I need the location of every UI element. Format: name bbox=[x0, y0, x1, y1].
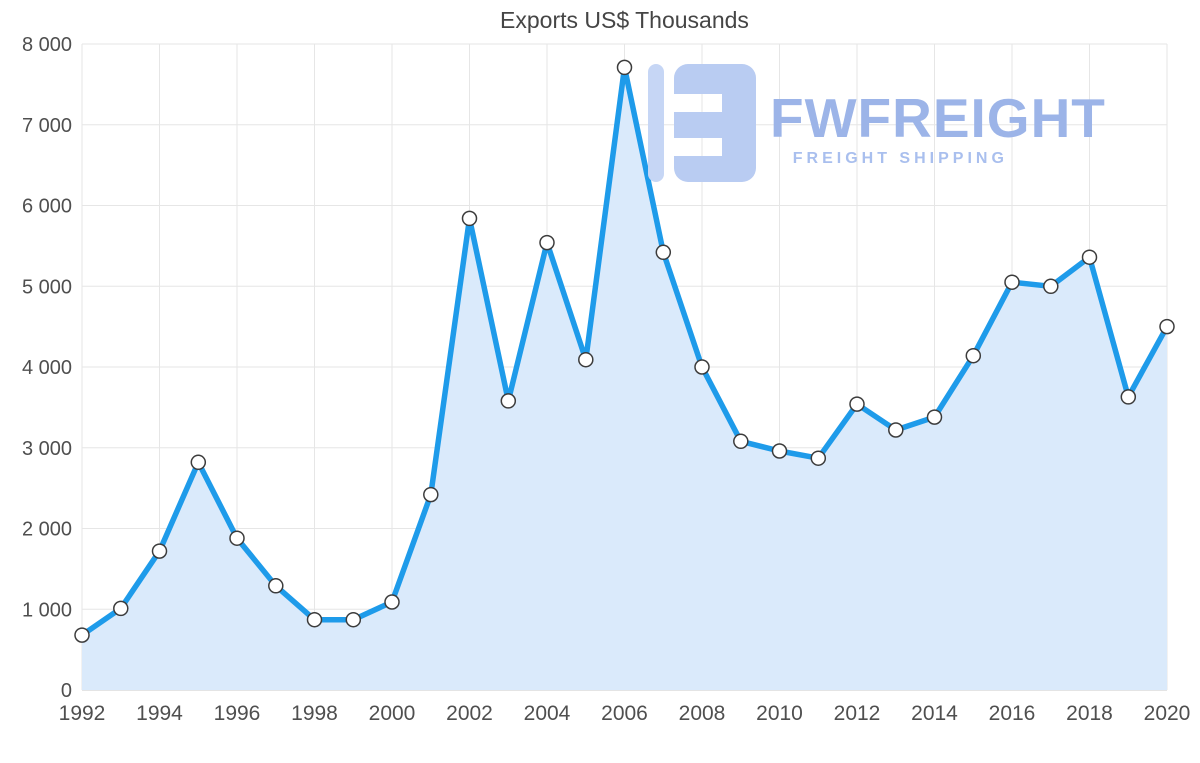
x-axis-label: 1996 bbox=[214, 702, 261, 725]
y-axis-label: 8 000 bbox=[22, 34, 72, 56]
data-point[interactable] bbox=[655, 244, 672, 261]
chart-title: Exports US$ Thousands bbox=[500, 7, 749, 33]
data-point[interactable] bbox=[849, 396, 865, 412]
data-point[interactable] bbox=[461, 210, 478, 227]
x-axis-label: 2004 bbox=[524, 702, 571, 725]
data-point[interactable] bbox=[423, 486, 439, 503]
data-point[interactable] bbox=[113, 600, 129, 617]
x-axis-label: 2016 bbox=[989, 702, 1036, 725]
data-point[interactable] bbox=[926, 409, 943, 425]
data-point[interactable] bbox=[1120, 389, 1137, 405]
x-axis-label: 1992 bbox=[59, 702, 106, 725]
data-point[interactable] bbox=[965, 347, 982, 364]
y-axis-label: 3 000 bbox=[22, 438, 72, 460]
data-point[interactable] bbox=[306, 611, 323, 628]
x-axis-label: 2020 bbox=[1144, 702, 1191, 725]
x-axis-label: 2018 bbox=[1066, 702, 1113, 725]
x-axis-label: 1998 bbox=[291, 702, 338, 725]
y-axis-label: 6 000 bbox=[22, 196, 72, 218]
x-axis-label: 2002 bbox=[446, 702, 493, 725]
x-axis-label: 1994 bbox=[136, 702, 183, 725]
series-area bbox=[82, 67, 1167, 690]
data-point[interactable] bbox=[74, 627, 90, 643]
y-axis-label: 5 000 bbox=[22, 276, 72, 298]
data-point[interactable] bbox=[1159, 318, 1175, 335]
data-point[interactable] bbox=[1004, 274, 1020, 290]
data-point[interactable] bbox=[384, 594, 400, 610]
data-point[interactable] bbox=[190, 454, 207, 471]
x-axis-label: 2000 bbox=[369, 702, 416, 725]
data-point[interactable] bbox=[578, 351, 594, 368]
y-axis-label: 1 000 bbox=[22, 599, 72, 621]
x-axis-label: 2010 bbox=[756, 702, 803, 725]
y-axis-label: 0 bbox=[61, 680, 72, 702]
y-axis-label: 7 000 bbox=[22, 115, 72, 137]
x-axis-label: 2014 bbox=[911, 702, 958, 725]
data-point[interactable] bbox=[229, 530, 245, 546]
x-axis-label: 2008 bbox=[679, 702, 726, 725]
data-point[interactable] bbox=[888, 422, 904, 438]
data-point[interactable] bbox=[500, 393, 517, 409]
data-point[interactable] bbox=[694, 359, 710, 375]
data-point[interactable] bbox=[733, 433, 749, 450]
data-point[interactable] bbox=[268, 578, 284, 594]
data-point[interactable] bbox=[151, 543, 168, 559]
data-point[interactable] bbox=[1081, 249, 1098, 265]
y-axis-label: 4 000 bbox=[22, 357, 72, 379]
data-point[interactable] bbox=[616, 59, 633, 76]
x-axis-label: 2012 bbox=[834, 702, 881, 725]
data-point[interactable] bbox=[771, 443, 788, 459]
y-axis-label: 2 000 bbox=[22, 519, 72, 541]
data-point[interactable] bbox=[1043, 278, 1059, 295]
x-axis-label: 2006 bbox=[601, 702, 648, 725]
data-point[interactable] bbox=[810, 450, 827, 466]
data-point[interactable] bbox=[345, 611, 362, 628]
data-point[interactable] bbox=[539, 234, 555, 251]
